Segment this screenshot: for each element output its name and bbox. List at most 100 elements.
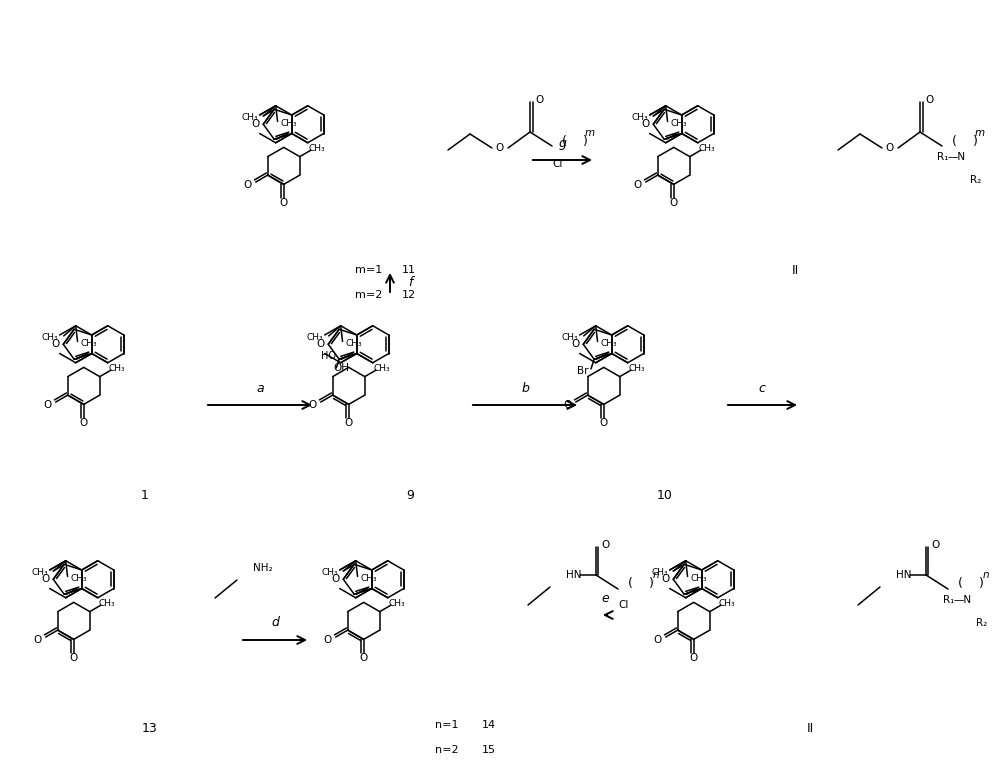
Text: (: (: [562, 134, 566, 147]
Text: CH₃: CH₃: [671, 119, 688, 128]
Text: 13: 13: [142, 722, 158, 735]
Text: CH₃: CH₃: [242, 113, 258, 122]
Text: d: d: [271, 615, 279, 628]
Text: O: O: [602, 540, 610, 550]
Text: CH₃: CH₃: [691, 574, 708, 583]
Text: 10: 10: [657, 489, 673, 501]
Text: O: O: [641, 120, 649, 130]
Text: ): ): [979, 577, 983, 590]
Text: O: O: [51, 339, 59, 349]
Text: (: (: [628, 577, 632, 590]
Text: 14: 14: [482, 720, 496, 730]
Text: n: n: [653, 570, 659, 580]
Text: m: m: [585, 128, 595, 138]
Text: CH₃: CH₃: [699, 143, 715, 153]
Text: m=2: m=2: [355, 290, 382, 300]
Text: n=1: n=1: [435, 720, 458, 730]
Text: CH₃: CH₃: [346, 338, 363, 348]
Text: e: e: [601, 591, 609, 604]
Text: a: a: [256, 382, 264, 395]
Text: O: O: [244, 180, 252, 190]
Text: R₁: R₁: [937, 152, 948, 162]
Text: O: O: [932, 540, 940, 550]
Text: R₂: R₂: [970, 175, 981, 185]
Text: O: O: [670, 198, 678, 208]
Text: CH₃: CH₃: [389, 598, 405, 608]
Text: Br: Br: [577, 365, 588, 375]
Text: II: II: [806, 722, 814, 735]
Text: OH: OH: [334, 363, 350, 373]
Text: O: O: [280, 198, 288, 208]
Text: CH₃: CH₃: [99, 598, 115, 608]
Text: O: O: [496, 143, 504, 153]
Text: O: O: [324, 635, 332, 645]
Text: —N: —N: [954, 595, 972, 605]
Text: R₁: R₁: [943, 595, 954, 605]
Text: 15: 15: [482, 745, 496, 755]
Text: O: O: [80, 418, 88, 428]
Text: CH₃: CH₃: [652, 567, 668, 577]
Text: O: O: [360, 653, 368, 663]
Text: II: II: [791, 264, 799, 277]
Text: O: O: [661, 574, 669, 584]
Text: O: O: [44, 399, 52, 409]
Text: HN: HN: [896, 570, 912, 580]
Text: CH₃: CH₃: [629, 364, 645, 372]
Text: CH₃: CH₃: [322, 567, 338, 577]
Text: Cl: Cl: [619, 600, 629, 610]
Text: Cl: Cl: [553, 159, 563, 169]
Text: (: (: [958, 577, 962, 590]
Text: 12: 12: [402, 290, 416, 300]
Text: CH₃: CH₃: [374, 364, 390, 372]
Text: O: O: [654, 635, 662, 645]
Text: O: O: [634, 180, 642, 190]
Text: CH₃: CH₃: [361, 574, 378, 583]
Text: O: O: [600, 418, 608, 428]
Text: m: m: [975, 128, 985, 138]
Text: 1: 1: [141, 489, 149, 501]
Text: n: n: [983, 570, 989, 580]
Text: ): ): [649, 577, 653, 590]
Text: O: O: [316, 339, 324, 349]
Text: ): ): [583, 134, 587, 147]
Text: O: O: [70, 653, 78, 663]
Text: O: O: [345, 418, 353, 428]
Text: CH₃: CH₃: [601, 338, 618, 348]
Text: CH₃: CH₃: [32, 567, 48, 577]
Text: —N: —N: [948, 152, 966, 162]
Text: O: O: [690, 653, 698, 663]
Text: n=2: n=2: [435, 745, 459, 755]
Text: CH₃: CH₃: [109, 364, 125, 372]
Text: HO: HO: [321, 351, 336, 361]
Text: c: c: [759, 382, 765, 395]
Text: 9: 9: [406, 489, 414, 501]
Text: O: O: [251, 120, 259, 130]
Text: CH₃: CH₃: [719, 598, 735, 608]
Text: O: O: [309, 399, 317, 409]
Text: O: O: [536, 95, 544, 105]
Text: O: O: [34, 635, 42, 645]
Text: f: f: [408, 276, 412, 289]
Text: HN: HN: [566, 570, 582, 580]
Text: b: b: [521, 382, 529, 395]
Text: CH₃: CH₃: [309, 143, 325, 153]
Text: O: O: [571, 339, 579, 349]
Text: O: O: [41, 574, 49, 584]
Text: O: O: [564, 399, 572, 409]
Text: O: O: [926, 95, 934, 105]
Text: CH₃: CH₃: [281, 119, 298, 128]
Text: 11: 11: [402, 265, 416, 275]
Text: m=1: m=1: [355, 265, 382, 275]
Text: CH₃: CH₃: [562, 333, 578, 342]
Text: g: g: [559, 136, 566, 150]
Text: CH₃: CH₃: [81, 338, 98, 348]
Text: O: O: [886, 143, 894, 153]
Text: ): ): [973, 134, 977, 147]
Text: CH₃: CH₃: [307, 333, 323, 342]
Text: CH₃: CH₃: [632, 113, 648, 122]
Text: O: O: [331, 574, 339, 584]
Text: CH₃: CH₃: [42, 333, 58, 342]
Text: (: (: [952, 134, 956, 147]
Text: CH₃: CH₃: [71, 574, 88, 583]
Text: NH₂: NH₂: [253, 563, 273, 573]
